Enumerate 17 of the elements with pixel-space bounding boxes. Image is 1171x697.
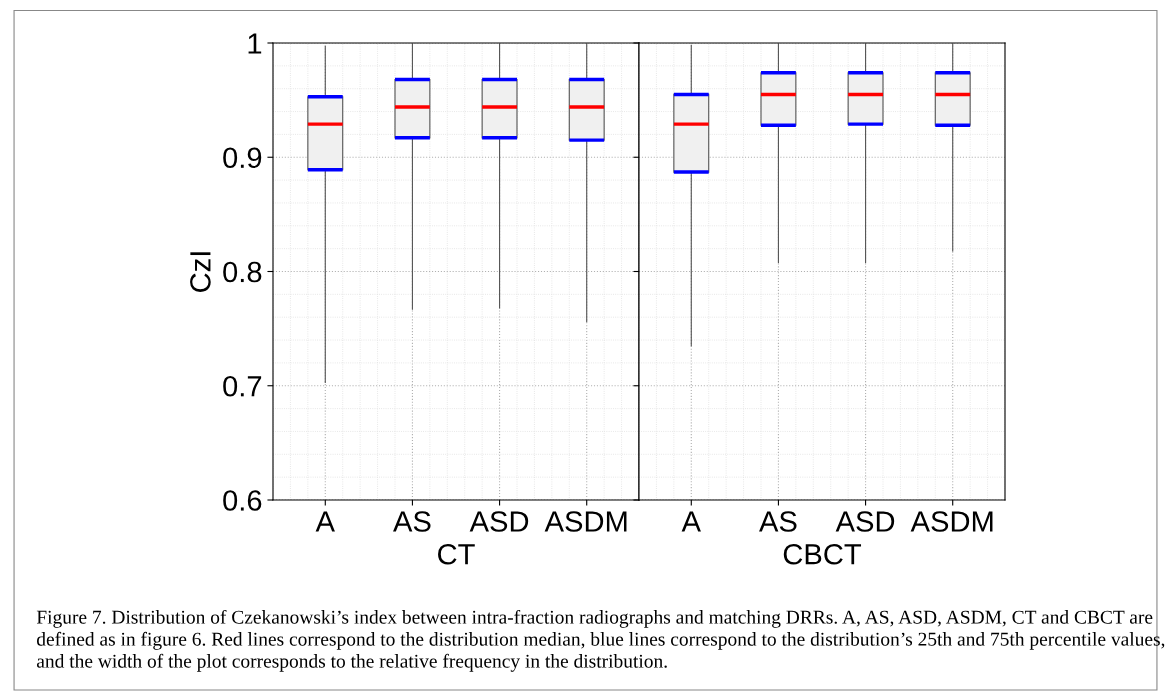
y-tick-label: 1 [248, 33, 262, 54]
x-tick-label: AS [393, 511, 431, 532]
y-tick-label: 0.9 [223, 147, 262, 169]
x-tick-label: ASD [469, 511, 529, 532]
x-tick-label: A [315, 511, 335, 532]
x-tick-label: A [681, 511, 701, 532]
caption: Figure 7. Distribution of Czekanowski’s index between intra-fraction radiographs and matching DRRs. A, AS, ASD, ASDM, CT and CBCT are defined as in figure 6. Red lines correspond to the distribution median, blue lines correspond to the distribution’s 25th and 75th percentile values, and the width of the plot corresponds to the relative frequency in the distribution. [36, 609, 1165, 672]
x-tick-label: ASDM [910, 511, 993, 532]
y-tick-label: 0.7 [223, 375, 262, 397]
x-axis-title: CT [438, 543, 475, 565]
x-axis-title: CBCT [783, 543, 862, 565]
x-tick-label: ASD [835, 511, 895, 532]
y-tick-label: 0.8 [223, 261, 262, 283]
y-tick-label: 0.6 [223, 490, 262, 511]
x-tick-label: ASDM [544, 511, 627, 532]
x-tick-label: AS [759, 511, 797, 532]
y-axis-title: CzI [190, 252, 211, 292]
